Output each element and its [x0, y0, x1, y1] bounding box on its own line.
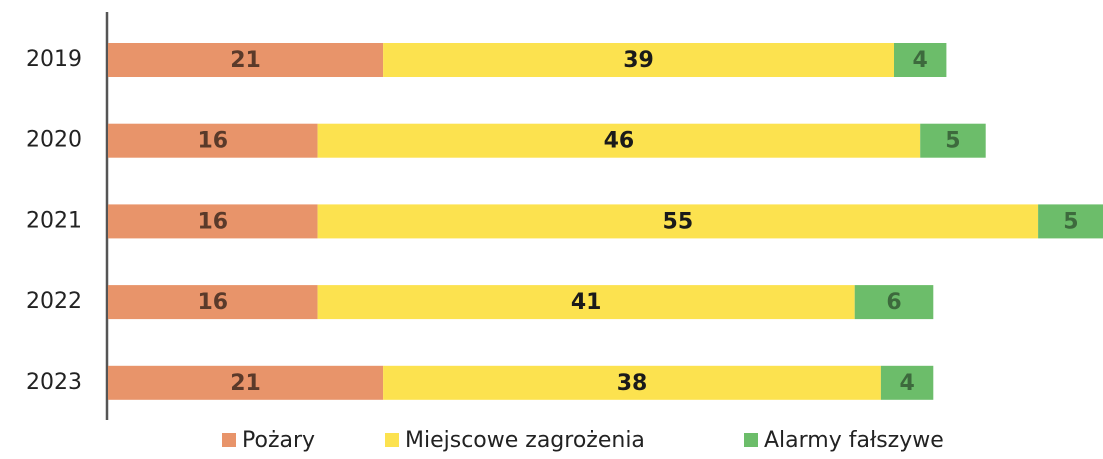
bar-segment — [108, 365, 384, 400]
data-label: 16 — [197, 209, 228, 234]
data-label: 38 — [617, 371, 648, 396]
data-label: 5 — [945, 129, 960, 154]
data-label: 16 — [197, 290, 228, 315]
data-label: 4 — [913, 48, 928, 73]
data-label: 41 — [571, 290, 602, 315]
legend-label: Pożary — [242, 428, 315, 453]
bar-segment — [108, 204, 318, 239]
bar-segment — [317, 285, 855, 320]
bar-segment — [854, 285, 934, 320]
data-label: 46 — [604, 129, 635, 154]
bar-segment — [317, 123, 921, 158]
data-label: 39 — [623, 48, 654, 73]
legend-label: Alarmy fałszywe — [764, 428, 944, 453]
bar-segment — [108, 43, 384, 77]
bar-segment — [317, 204, 1039, 239]
bar-segment — [880, 365, 934, 400]
data-label: 16 — [197, 129, 228, 154]
bar-segment — [1038, 204, 1103, 239]
y-tick-label: 2020 — [26, 128, 82, 153]
data-label: 21 — [230, 371, 261, 396]
bar-segment — [383, 43, 894, 77]
legend-swatch — [385, 433, 399, 447]
data-label: 55 — [663, 209, 694, 234]
data-label: 5 — [1063, 209, 1078, 234]
data-label: 4 — [899, 371, 914, 396]
y-tick-label: 2019 — [26, 47, 82, 72]
y-tick-label: 2022 — [26, 289, 82, 314]
y-tick-label: 2023 — [26, 370, 82, 395]
data-label: 6 — [886, 290, 901, 315]
bar-segment — [920, 123, 986, 158]
legend-swatch — [222, 433, 236, 447]
data-label: 21 — [230, 48, 261, 73]
bar-segment — [383, 365, 881, 400]
bar-segment — [108, 285, 318, 320]
y-tick-label: 2021 — [26, 208, 82, 233]
legend-label: Miejscowe zagrożenia — [405, 428, 645, 453]
legend-swatch — [744, 433, 758, 447]
bar-segment — [108, 123, 318, 158]
bar-segment — [894, 43, 947, 77]
